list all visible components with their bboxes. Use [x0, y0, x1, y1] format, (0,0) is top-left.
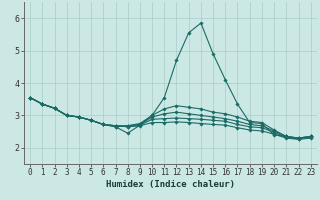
X-axis label: Humidex (Indice chaleur): Humidex (Indice chaleur)	[106, 180, 235, 189]
